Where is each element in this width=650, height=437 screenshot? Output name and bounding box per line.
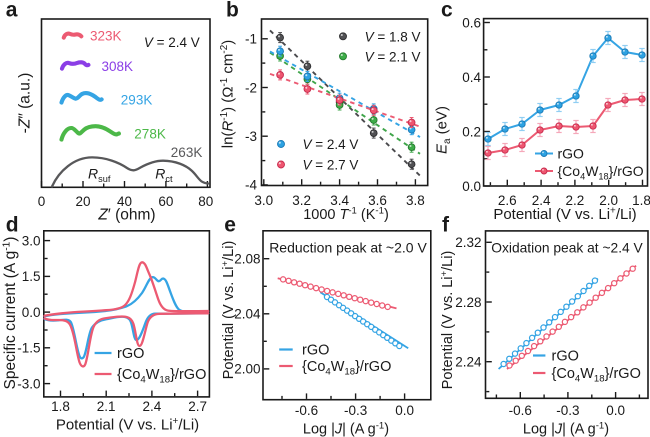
svg-text:f: f [442, 214, 450, 237]
svg-text:1.8: 1.8 [51, 399, 70, 414]
svg-text:3.2: 3.2 [292, 193, 311, 208]
svg-text:1000 T-1 (K-1): 1000 T-1 (K-1) [303, 206, 389, 223]
svg-text:1.8: 1.8 [632, 193, 650, 208]
svg-text:80: 80 [198, 194, 213, 209]
svg-text:2.04: 2.04 [234, 307, 261, 322]
svg-text:-0.3: -0.3 [344, 403, 367, 418]
svg-text:-1: -1 [245, 32, 257, 47]
svg-text:-0.6: -0.6 [509, 403, 532, 418]
svg-text:-2: -2 [245, 80, 257, 95]
svg-text:Log |J| (A g-1): Log |J| (A g-1) [303, 421, 389, 437]
svg-text:Rsuf: Rsuf [88, 165, 111, 183]
svg-text:Log |J| (A g-1): Log |J| (A g-1) [523, 421, 609, 437]
svg-text:2.2: 2.2 [566, 193, 585, 208]
svg-text:Rct: Rct [155, 165, 173, 183]
svg-text:V = 2.4 V: V = 2.4 V [144, 35, 200, 50]
svg-text:-Z″ (a.u.): -Z″ (a.u.) [17, 73, 34, 134]
svg-text:60: 60 [158, 194, 173, 209]
svg-text:V = 2.4 V: V = 2.4 V [303, 137, 359, 152]
svg-text:Reduction peak at ~2.0 V: Reduction peak at ~2.0 V [269, 240, 427, 256]
svg-text:1.5: 1.5 [22, 269, 41, 284]
svg-text:2.24: 2.24 [455, 355, 482, 370]
svg-text:Specific current (A g-1): Specific current (A g-1) [1, 237, 19, 390]
svg-text:-1.5: -1.5 [17, 341, 40, 356]
svg-text:V = 1.8 V: V = 1.8 V [365, 29, 421, 44]
svg-text:Potential (V vs. Li+/Li): Potential (V vs. Li+/Li) [220, 241, 237, 380]
svg-text:{Co4W18}/rGO: {Co4W18}/rGO [552, 366, 641, 385]
svg-text:0.2: 0.2 [462, 124, 481, 139]
svg-text:V = 2.7 V: V = 2.7 V [303, 158, 359, 173]
svg-text:308K: 308K [102, 59, 134, 74]
svg-text:0.6: 0.6 [462, 15, 481, 30]
svg-text:323K: 323K [90, 28, 122, 43]
svg-text:{Co4W18}/rGO: {Co4W18}/rGO [302, 359, 391, 378]
svg-text:{Co4W18}/rGO: {Co4W18}/rGO [117, 367, 206, 386]
svg-text:b: b [226, 0, 239, 22]
svg-text:40: 40 [117, 194, 132, 209]
svg-text:3.6: 3.6 [368, 193, 387, 208]
svg-text:Potential (V vs. Li+/Li): Potential (V vs. Li+/Li) [56, 416, 199, 433]
svg-text:3.0: 3.0 [254, 193, 273, 208]
svg-text:d: d [6, 214, 19, 237]
svg-text:0.0: 0.0 [462, 179, 481, 194]
svg-text:2.00: 2.00 [234, 362, 260, 377]
svg-text:-4: -4 [245, 178, 257, 193]
svg-text:0.0: 0.0 [22, 305, 41, 320]
svg-text:2.7: 2.7 [188, 399, 207, 414]
svg-text:293K: 293K [121, 93, 153, 108]
svg-text:V = 2.1 V: V = 2.1 V [365, 49, 421, 64]
svg-text:3.0: 3.0 [22, 233, 41, 248]
svg-text:Oxidation peak at ~2.4 V: Oxidation peak at ~2.4 V [491, 241, 643, 256]
svg-text:278K: 278K [134, 127, 166, 142]
svg-text:3.4: 3.4 [330, 193, 349, 208]
svg-text:2.0: 2.0 [599, 193, 618, 208]
svg-text:2.4: 2.4 [143, 399, 162, 414]
svg-text:3.8: 3.8 [406, 193, 425, 208]
svg-text:0: 0 [38, 194, 46, 209]
svg-text:ln(R-1) (Ω-1 cm-2): ln(R-1) (Ω-1 cm-2) [219, 40, 236, 148]
svg-text:Potential (V vs. Li+/Li): Potential (V vs. Li+/Li) [439, 251, 456, 390]
svg-text:2.32: 2.32 [455, 235, 481, 250]
svg-text:2.28: 2.28 [455, 295, 481, 310]
svg-text:rGO: rGO [117, 346, 144, 362]
svg-text:rGO: rGO [558, 146, 585, 162]
svg-text:2.1: 2.1 [97, 399, 116, 414]
svg-text:263K: 263K [171, 145, 203, 160]
svg-text:2.6: 2.6 [498, 193, 517, 208]
svg-text:-3: -3 [245, 129, 257, 144]
svg-text:rGO: rGO [302, 343, 329, 359]
svg-text:-0.3: -0.3 [556, 403, 579, 418]
svg-text:-0.6: -0.6 [295, 403, 318, 418]
svg-text:{Co4W18}/rGO: {Co4W18}/rGO [558, 163, 644, 181]
svg-text:a: a [6, 0, 18, 22]
svg-text:c: c [441, 0, 453, 22]
svg-text:Potential (V vs. Li+/Li): Potential (V vs. Li+/Li) [493, 205, 636, 222]
svg-text:0.4: 0.4 [462, 70, 481, 85]
svg-text:0.0: 0.0 [606, 403, 625, 418]
svg-text:0.0: 0.0 [395, 403, 414, 418]
svg-text:2.08: 2.08 [234, 252, 260, 267]
svg-text:Z′ (ohm): Z′ (ohm) [97, 207, 155, 224]
svg-text:Ea (eV): Ea (eV) [434, 106, 454, 154]
svg-text:-3.0: -3.0 [17, 376, 40, 391]
svg-text:e: e [224, 214, 236, 237]
svg-text:2.4: 2.4 [532, 193, 551, 208]
svg-text:rGO: rGO [552, 349, 579, 365]
svg-text:20: 20 [75, 194, 90, 209]
